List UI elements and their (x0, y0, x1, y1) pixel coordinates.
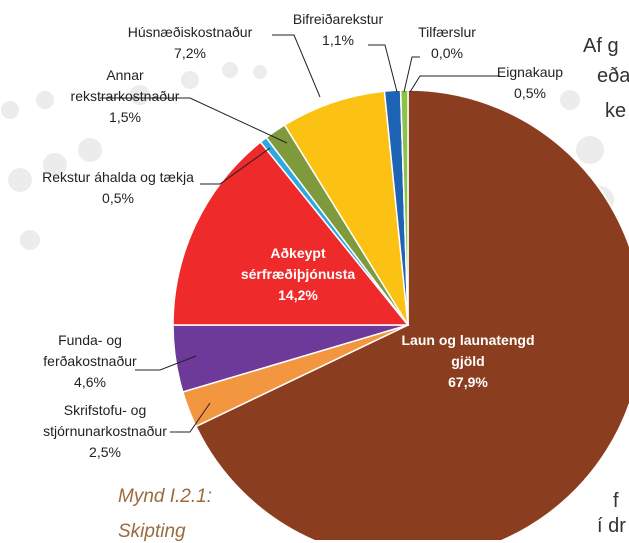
background-text: Af g (583, 35, 619, 57)
value-label: 2,5% (89, 444, 121, 460)
value-label: 0,5% (514, 85, 546, 101)
dot-pattern (1, 62, 629, 267)
category-label: Skrifstofu- og stjórnunarkostnaður (43, 402, 167, 439)
category-label: Eignakaup (496, 64, 564, 80)
background-text: ke (605, 100, 627, 122)
slice (172, 141, 410, 326)
category-label: Húsnæðiskostnaður (127, 24, 253, 40)
caption: Mynd I.2.1: (118, 486, 212, 507)
value-label: 1,5% (109, 109, 141, 125)
caption: Skipting (118, 521, 186, 542)
slices (172, 89, 629, 540)
value-label: 0,5% (102, 190, 134, 206)
slice (194, 89, 629, 540)
value-label: 67,9% (448, 374, 488, 390)
value-label: 14,2% (278, 287, 318, 303)
category-label: Funda- og ferðakostnaður (43, 332, 137, 369)
value-label: 7,2% (174, 45, 206, 61)
slice (283, 90, 409, 326)
value-label: 1,1% (322, 32, 354, 48)
slice-label: Laun og launatengd gjöld 67,9% (393, 330, 543, 393)
background-text: eða (597, 65, 629, 87)
value-label: 4,6% (74, 374, 106, 390)
slice-label: Rekstur áhalda og tækja 0,5% (33, 167, 203, 209)
category-label: Aðkeypt sérfræðiþjónusta (240, 245, 356, 282)
category-label: Tilfærslur (418, 24, 476, 40)
slice-label: Annar rekstrarkostnaður 1,5% (55, 65, 195, 128)
slice-label: Húsnæðiskostnaður 7,2% (105, 22, 275, 64)
slice-label: Skrifstofu- og stjórnunarkostnaður 2,5% (5, 400, 205, 463)
slice-label: Bifreiðarekstur 1,1% (273, 9, 403, 51)
leader-lines (100, 34, 500, 433)
background-text: í dr (597, 515, 626, 537)
slice-label: Funda- og ferðakostnaður 4,6% (25, 330, 155, 393)
category-label: Rekstur áhalda og tækja (42, 169, 194, 185)
slice-label: Tilfærslur 0,0% (397, 22, 497, 64)
category-label: Laun og launatengd gjöld (401, 332, 535, 369)
category-label: Bifreiðarekstur (292, 11, 384, 27)
slice-label: Aðkeypt sérfræðiþjónusta 14,2% (233, 243, 363, 306)
slice-label: Eignakaup 0,5% (480, 62, 580, 104)
value-label: 0,0% (431, 45, 463, 61)
background-text: f (613, 490, 619, 512)
category-label: Annar rekstrarkostnaður (70, 67, 180, 104)
